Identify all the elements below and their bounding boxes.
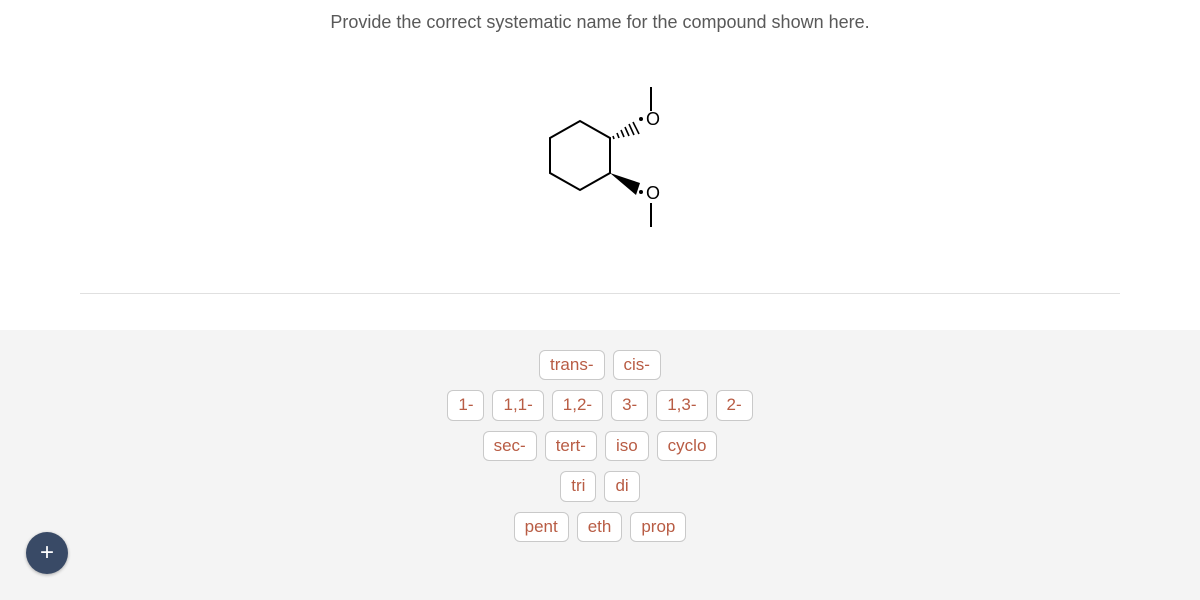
chip-row: trans-cis- xyxy=(539,350,661,380)
oxygen-top-label: O xyxy=(646,109,660,129)
name-fragment-chip[interactable]: iso xyxy=(605,431,649,461)
name-fragment-chip[interactable]: 1- xyxy=(447,390,484,420)
name-fragment-chip[interactable]: 1,3- xyxy=(656,390,707,420)
atom-dot xyxy=(639,117,643,121)
name-fragment-chip[interactable]: cis- xyxy=(613,350,661,380)
plus-icon: + xyxy=(40,539,54,567)
chip-row: tridi xyxy=(560,471,639,501)
add-button[interactable]: + xyxy=(26,532,68,574)
name-fragment-chip[interactable]: 2- xyxy=(716,390,753,420)
name-fragment-chip[interactable]: 1,2- xyxy=(552,390,603,420)
chip-row: sec-tert-iso cyclo xyxy=(483,431,718,461)
structure-container: O O xyxy=(0,43,1200,273)
name-fragment-chip[interactable]: trans- xyxy=(539,350,604,380)
name-fragment-chip[interactable]: tri xyxy=(560,471,596,501)
chip-row: pentethprop xyxy=(514,512,687,542)
name-fragment-chip[interactable]: 3- xyxy=(611,390,648,420)
question-area: Provide the correct systematic name for … xyxy=(0,0,1200,273)
chip-row: 1- 1,1- 1,2- 3- 1,3- 2- xyxy=(447,390,752,420)
name-fragment-chip[interactable]: di xyxy=(604,471,639,501)
wedge-dashed-bond xyxy=(613,122,639,139)
chip-palette: trans-cis- 1- 1,1- 1,2- 3- 1,3- 2- sec-tert-iso… xyxy=(0,330,1200,600)
name-fragment-chip[interactable]: sec- xyxy=(483,431,537,461)
divider xyxy=(80,293,1120,294)
oxygen-bottom-label: O xyxy=(646,183,660,203)
name-fragment-chip[interactable]: tert- xyxy=(545,431,597,461)
wedge-solid-bond xyxy=(610,173,640,195)
name-fragment-chip[interactable]: eth xyxy=(577,512,623,542)
ring xyxy=(550,121,610,190)
compound-structure: O O xyxy=(490,73,710,243)
name-fragment-chip[interactable]: pent xyxy=(514,512,569,542)
question-prompt: Provide the correct systematic name for … xyxy=(0,12,1200,33)
atom-dot xyxy=(639,190,643,194)
name-fragment-chip[interactable]: 1,1- xyxy=(492,390,543,420)
name-fragment-chip[interactable]: cyclo xyxy=(657,431,718,461)
name-fragment-chip[interactable]: prop xyxy=(630,512,686,542)
